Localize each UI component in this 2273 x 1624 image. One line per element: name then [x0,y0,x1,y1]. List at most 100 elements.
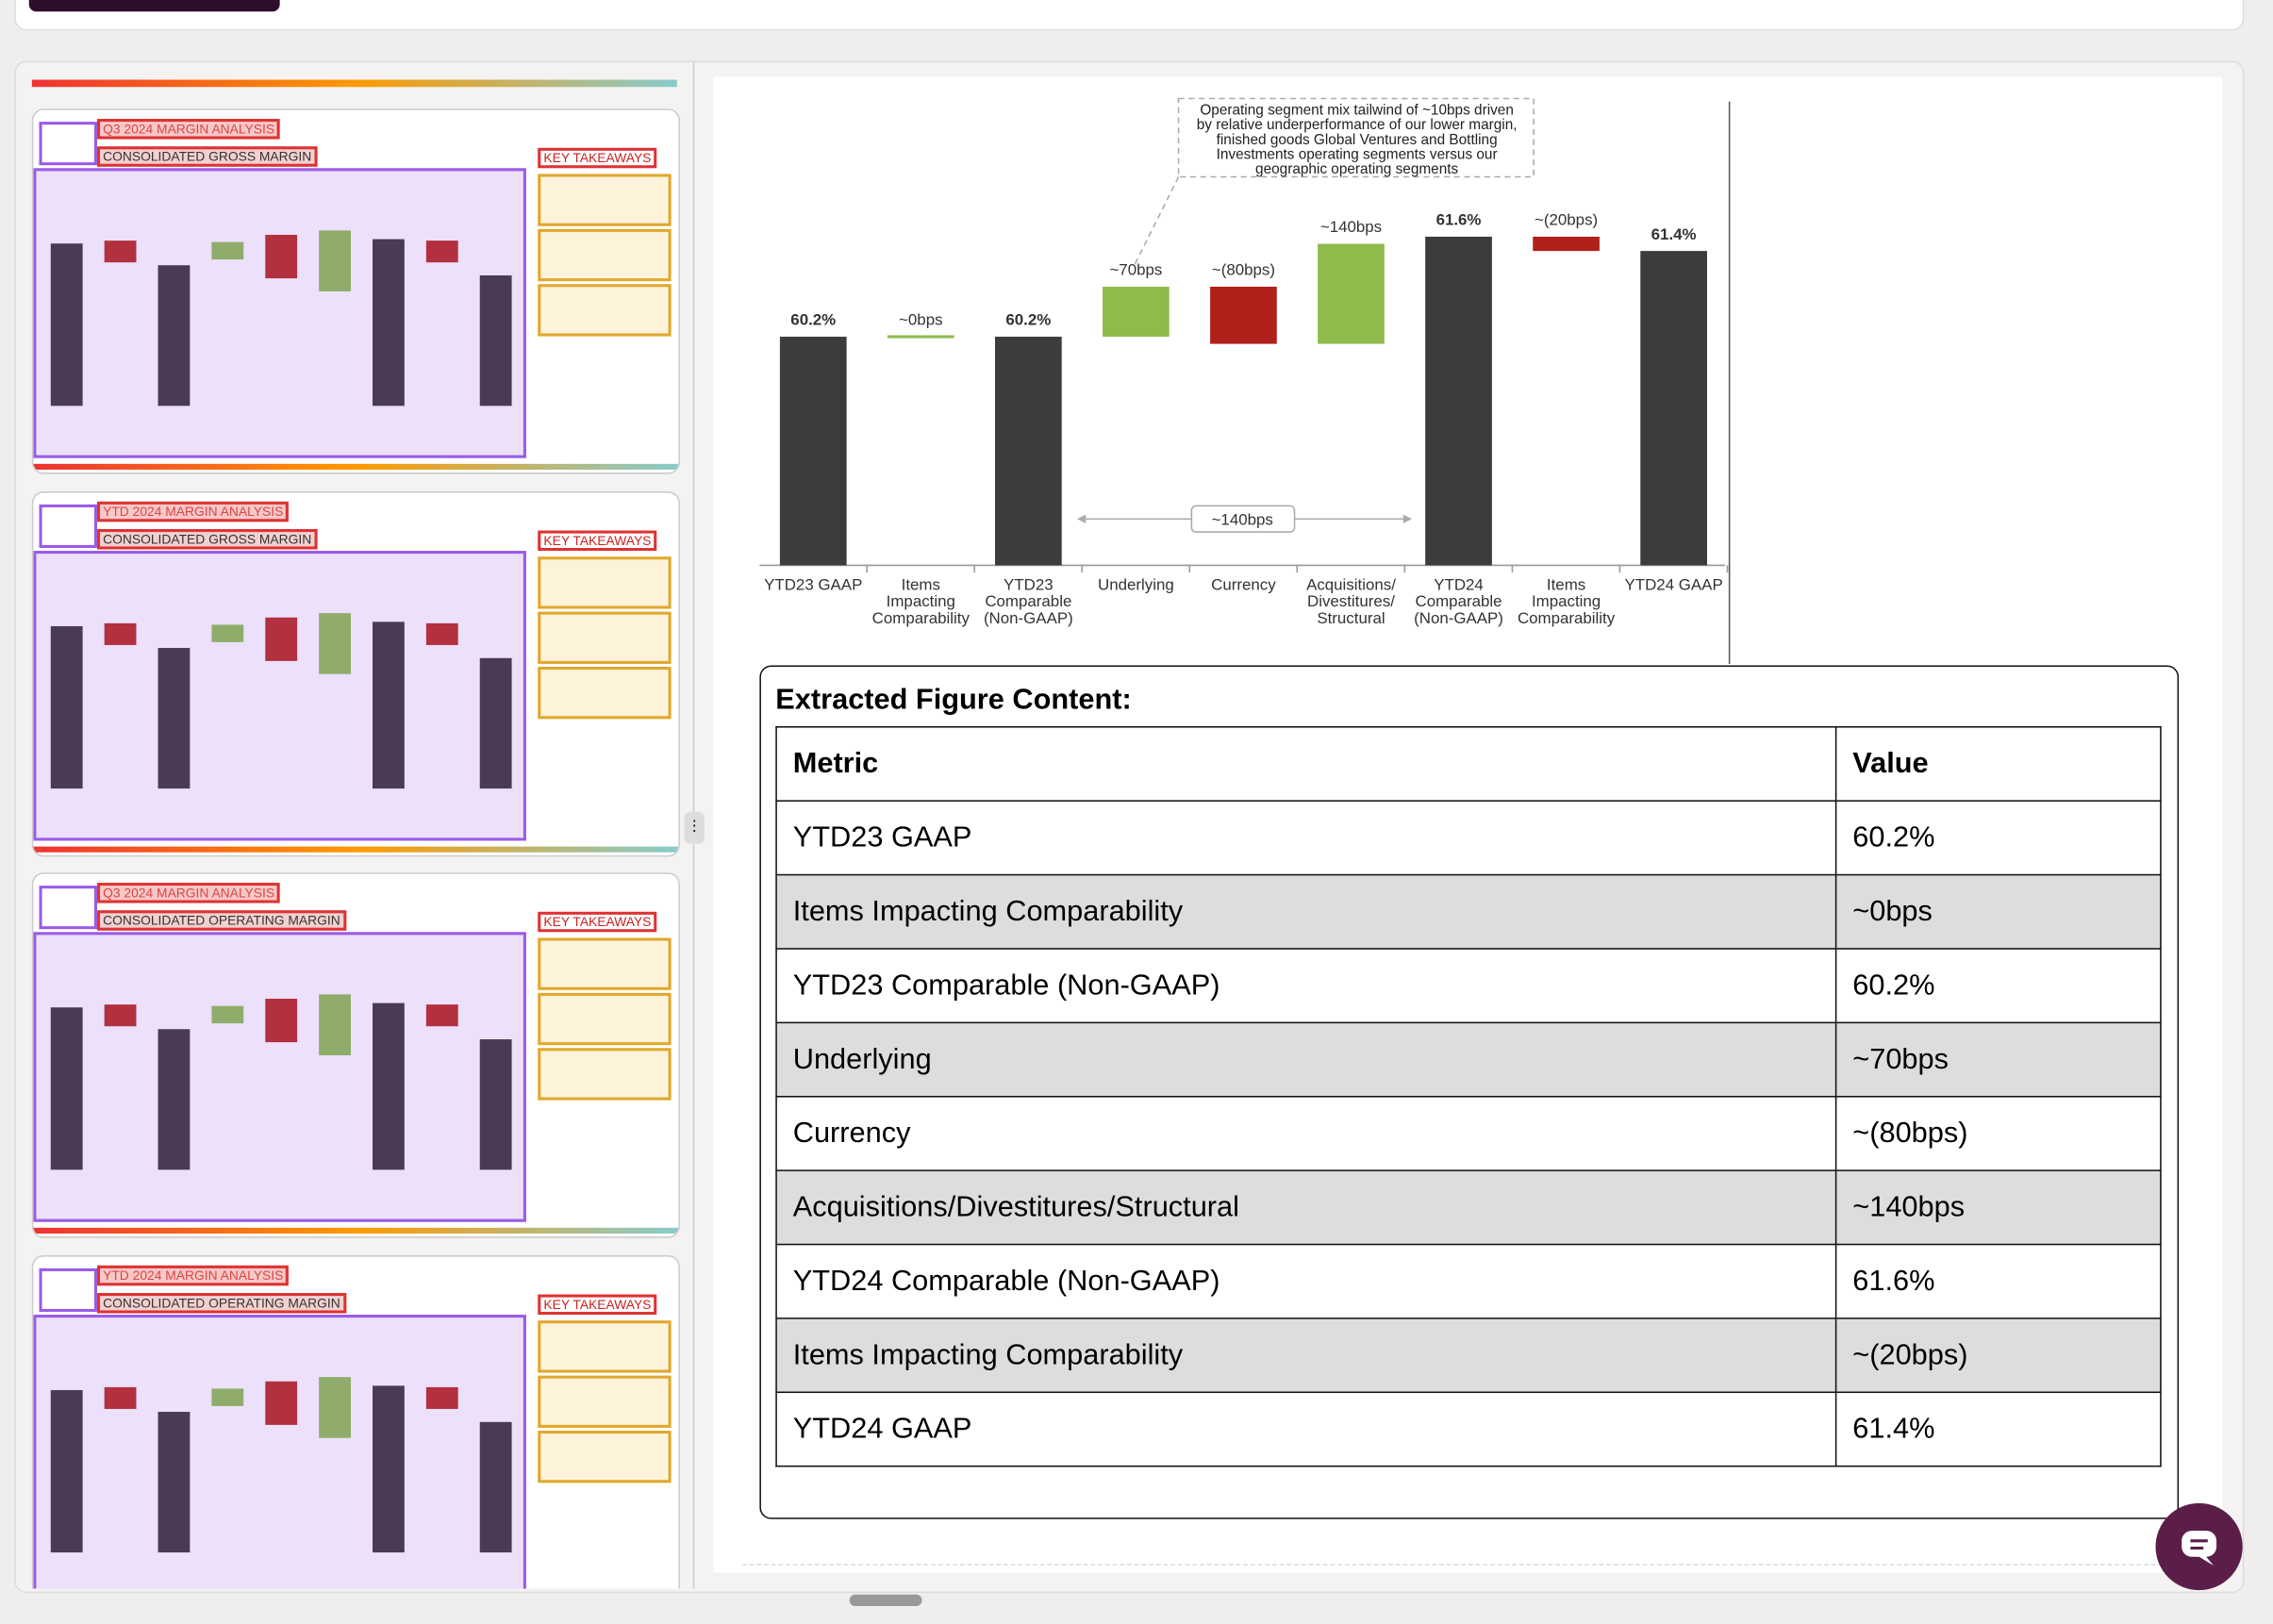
annotation-box [1177,97,1535,178]
thumb-bar [425,622,458,645]
slide-title: YTD 2024 MARGIN ANALYSIS [96,1265,290,1286]
takeaway-box [538,1431,672,1483]
takeaway-box [538,1375,672,1428]
value-cell: ~0bps [1834,873,2162,950]
takeaways-title: KEY TAKEAWAYS [538,147,657,169]
slide-subtitle: CONSOLIDATED GROSS MARGIN [96,529,318,550]
thumb-bar [158,1411,191,1553]
chat-button[interactable] [2155,1502,2243,1591]
chat-icon [2182,1531,2217,1566]
chart-area [33,932,526,1222]
category-label: YTD24 Comparable (Non-GAAP) [1414,576,1503,627]
value-cell: ~140bps [1834,1169,2162,1246]
top-button[interactable] [28,0,280,12]
scrollbar[interactable] [849,1594,922,1606]
category-label: Items Impacting Comparability [872,576,971,627]
logo [39,122,97,166]
thumb-bar [479,657,512,789]
value-cell: 60.2% [1834,800,2162,876]
takeaway-box [538,1048,672,1101]
metric-cell: YTD24 GAAP [775,1391,1837,1467]
table-row: Acquisitions/Divestitures/Structural ~140… [775,1169,2162,1246]
takeaway-box [538,937,672,990]
slide-thumbnail[interactable]: YTD 2024 MARGIN ANALYSIS CONSOLIDATED OPE… [31,1255,680,1589]
category-label: Underlying [1098,576,1174,594]
table-row: YTD24 GAAP 61.4% [775,1391,2162,1467]
table-row: Currency ~(80bps) [775,1095,2162,1171]
category-label: Currency [1211,576,1276,594]
slide-thumbnail[interactable]: YTD 2024 MARGIN ANALYSIS CONSOLIDATED GRO… [31,491,680,857]
top-bar [14,0,2245,31]
thumb-bar [479,1421,512,1553]
slide-subtitle: CONSOLIDATED GROSS MARGIN [96,146,318,167]
thumb-bar [373,1002,405,1170]
slide-thumbnail[interactable]: Q3 2024 MARGIN ANALYSIS CONSOLIDATED OPER… [31,872,680,1238]
slide-footer [33,1227,679,1234]
metric-cell: Items Impacting Comparability [775,1317,1837,1394]
thumb-bar [425,240,458,263]
slide-thumbnail[interactable]: Q3 2024 MARGIN ANALYSIS CONSOLIDATED GROS… [31,108,680,474]
annotation: Operating segment mix tailwind of ~10bps… [1197,102,1518,177]
bar [887,335,954,339]
category-label: YTD24 GAAP [1625,576,1723,594]
category-label: YTD23 Comparable (Non-GAAP) [984,576,1073,627]
waterfall-chart: 60.2% YTD23 GAAP ~0bps Items Impacting Compar… [759,97,1731,664]
slide-title: Q3 2024 MARGIN ANALYSIS [96,119,281,140]
chart-area [33,1315,526,1589]
value-label: 61.4% [1651,225,1697,243]
separator [741,1564,2207,1566]
value-cell: ~(80bps) [1834,1095,2162,1171]
takeaways-title: KEY TAKEAWAYS [538,1294,657,1316]
thumb-bar [104,1386,137,1409]
header-cell: Metric [775,726,1837,802]
value-label: ~(20bps) [1535,211,1598,229]
thumb-bar [104,1004,137,1027]
thumb-bar [319,230,351,291]
category-label: Acquisitions/Divestitures/Structural [1306,576,1396,627]
thumb-bar [373,621,405,789]
takeaway-box [538,611,672,664]
value-label: ~70bps [1109,261,1162,279]
thumb-bar [50,1006,83,1170]
annotation-leader [1134,176,1180,265]
metric-cell: Acquisitions/Divestitures/Structural [775,1169,1837,1246]
takeaways-title: KEY TAKEAWAYS [538,530,657,552]
slide-footer [33,846,679,853]
value-label: 60.2% [790,311,836,329]
bracket-label: ~140bps [1212,510,1273,528]
table-title: Extracted Figure Content: [775,684,1132,717]
metric-cell: YTD23 Comparable (Non-GAAP) [775,948,1837,1024]
thumb-bar [211,1005,244,1023]
bar [1318,243,1385,344]
resize-handle[interactable]: ⋮ [684,811,705,844]
thumb-bar [265,1381,298,1425]
bar [1103,286,1170,338]
value-cell: ~70bps [1834,1021,2162,1098]
bar [779,337,847,566]
header-row: Metric Value [775,726,2162,802]
takeaway-box [538,1320,672,1373]
thumb-bar [373,1384,405,1553]
value-label: 60.2% [1005,311,1051,329]
value-cell: 61.6% [1834,1243,2162,1319]
thumb-bar [104,240,137,263]
thumb-bar [319,1376,351,1438]
slide-subtitle: CONSOLIDATED OPERATING MARGIN [96,910,346,931]
metric-cell: Underlying [775,1021,1837,1098]
bar [1640,251,1707,566]
thumb-bar [158,647,191,789]
chart-area [33,168,526,458]
thumb-bar [319,612,351,674]
takeaway-box [538,667,672,720]
header-cell: Value [1834,726,2162,802]
thumb-bar [158,264,191,406]
table: Metric Value YTD23 GAAP 60.2% Items Impacti… [775,726,2162,1467]
bar [1425,236,1492,566]
thumbnail-list: Q3 2024 MARGIN ANALYSIS CONSOLIDATED GROS… [14,62,692,1589]
thumb-bar [319,994,351,1055]
thumb-bar [211,624,244,642]
value-cell: ~(20bps) [1834,1317,2162,1394]
bar [1533,236,1600,252]
logo [39,1268,97,1312]
